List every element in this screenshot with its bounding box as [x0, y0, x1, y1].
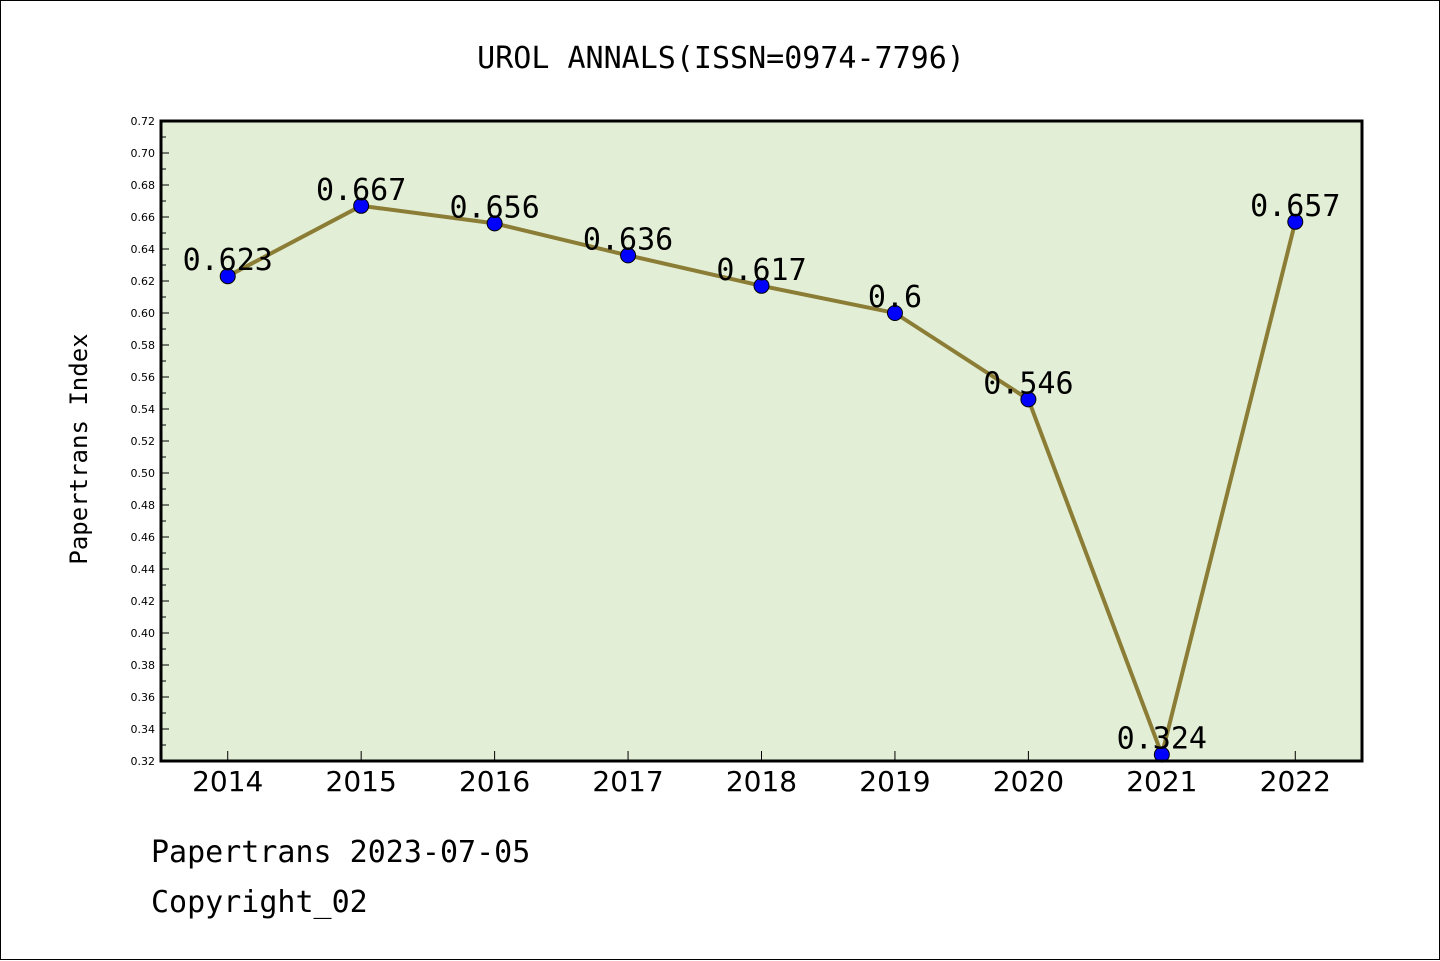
y-tick-label: 0.68 [131, 179, 156, 192]
y-tick-label: 0.34 [131, 723, 156, 736]
y-tick-label: 0.62 [131, 275, 156, 288]
y-tick-label: 0.50 [131, 467, 156, 480]
data-point [753, 277, 770, 294]
data-label: 0.656 [449, 190, 539, 225]
y-tick-label: 0.44 [131, 563, 156, 576]
y-tick-label: 0.40 [131, 627, 156, 640]
y-tick-label: 0.60 [131, 307, 156, 320]
data-point [1020, 391, 1037, 408]
footer-copyright-text: Copyright_02 [151, 885, 368, 920]
y-tick-label: 0.48 [131, 499, 156, 512]
data-label: 0.546 [983, 366, 1073, 401]
y-tick-label: 0.42 [131, 595, 156, 608]
data-label: 0.657 [1250, 189, 1340, 224]
y-tick-label: 0.64 [131, 243, 156, 256]
x-tick-label: 2014 [192, 765, 263, 798]
x-tick-label: 2015 [326, 765, 397, 798]
y-axis-title: Papertrans Index [65, 333, 93, 564]
data-point [219, 268, 236, 285]
x-tick-label: 2016 [459, 765, 530, 798]
chart-title: UROL ANNALS(ISSN=0974-7796) [477, 41, 965, 76]
x-tick-label: 2019 [859, 765, 930, 798]
y-tick-label: 0.52 [131, 435, 156, 448]
data-point [1287, 213, 1304, 230]
y-tick-label: 0.70 [131, 147, 156, 160]
data-point [886, 305, 903, 321]
y-tick-label: 0.36 [131, 691, 156, 704]
plot-area [161, 121, 1362, 761]
data-label: 0.6 [868, 280, 922, 315]
y-tick-label: 0.54 [131, 403, 156, 416]
y-tick-label: 0.46 [131, 531, 156, 544]
data-point [486, 215, 503, 232]
data-label: 0.623 [183, 243, 273, 278]
x-tick-label: 2021 [1126, 765, 1197, 798]
data-label: 0.617 [716, 253, 806, 288]
y-axis: 0.32 0.34 0.36 0.38 0.40 0.42 0.44 0.46 0.48 0.50… [131, 115, 169, 768]
y-tick-label: 0.38 [131, 659, 156, 672]
y-tick-label: 0.58 [131, 339, 156, 352]
data-label: 0.636 [583, 222, 673, 257]
x-tick-label: 2020 [993, 765, 1064, 798]
plot-border [159, 119, 1364, 763]
y-tick-label: 0.72 [131, 115, 156, 128]
series-group: 0.623 0.667 0.656 0.636 0.617 0.6 0.546 0.324 0.… [183, 173, 1340, 763]
footer-date-text: Papertrans 2023-07-05 [151, 835, 531, 870]
data-label: 0.324 [1117, 722, 1207, 757]
data-label: 0.667 [316, 173, 406, 208]
x-tick-label: 2018 [726, 765, 797, 798]
x-tick-label: 2022 [1260, 765, 1331, 798]
y-tick-label: 0.56 [131, 371, 156, 384]
y-tick-label: 0.32 [131, 755, 156, 768]
x-axis: 2014 2015 2016 2017 2018 2019 2020 2021 2022 [192, 751, 1331, 798]
data-point [620, 247, 637, 264]
x-tick-label: 2017 [592, 765, 663, 798]
y-tick-label: 0.66 [131, 211, 156, 224]
data-point [353, 197, 370, 214]
